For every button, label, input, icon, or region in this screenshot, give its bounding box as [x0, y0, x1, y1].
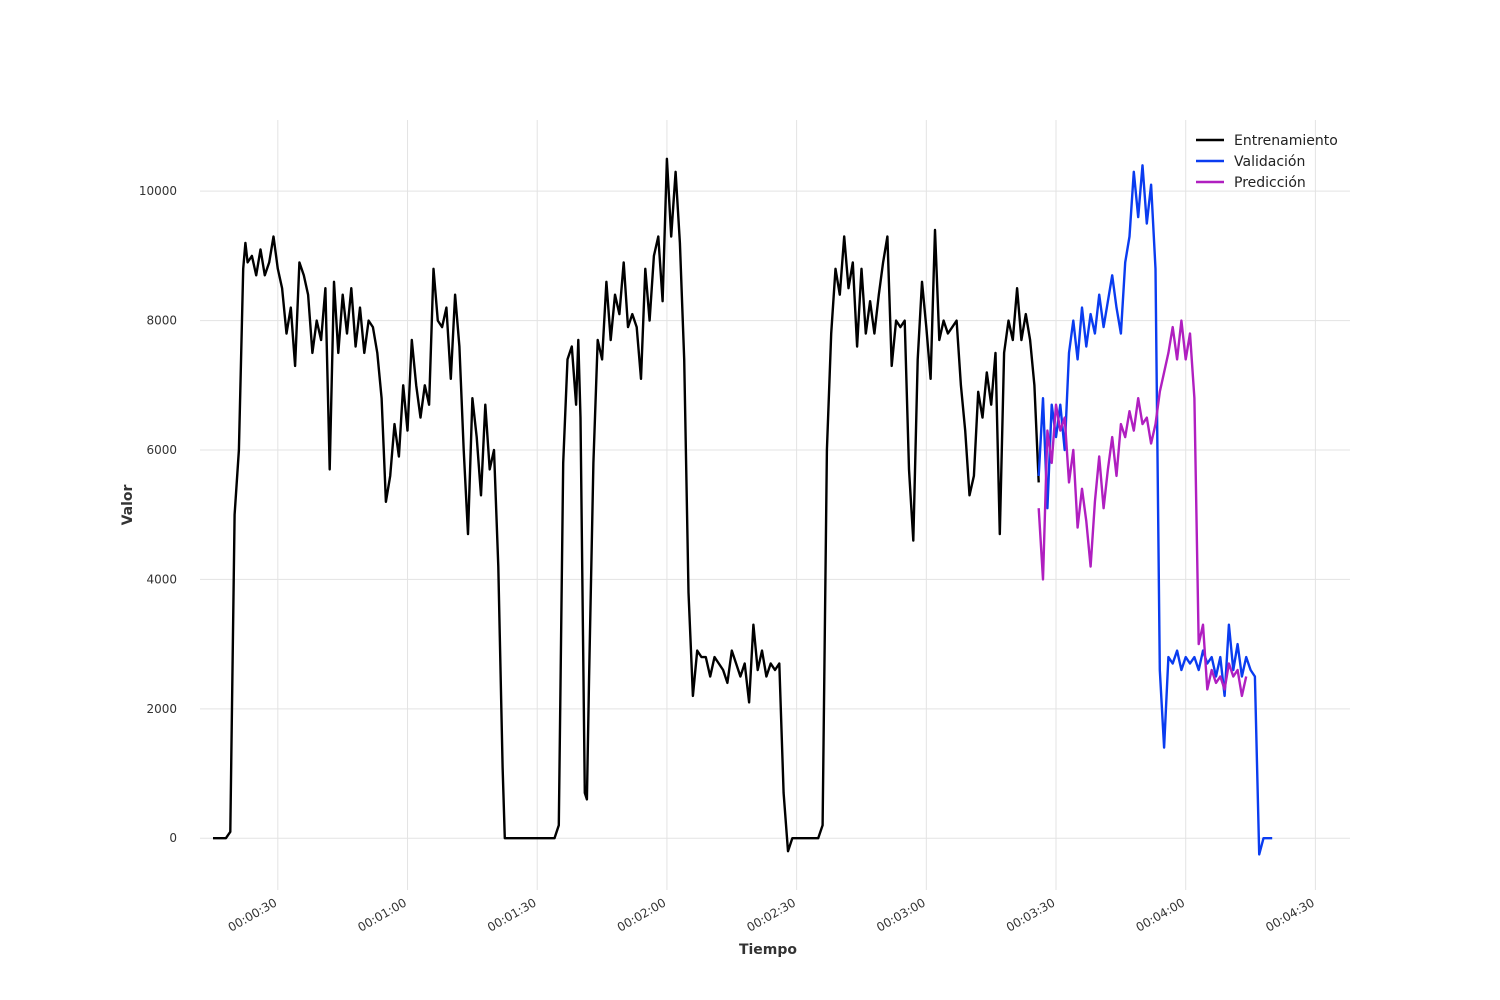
- y-tick-label: 2000: [146, 702, 177, 716]
- x-tick-label: 00:03:00: [874, 895, 928, 934]
- x-tick-label: 00:02:30: [744, 895, 798, 934]
- x-tick-label: 00:02:00: [615, 895, 669, 934]
- x-tick-label: 00:01:00: [355, 895, 409, 934]
- x-tick-label: 00:01:30: [485, 895, 539, 934]
- grid-lines: [200, 120, 1350, 890]
- y-tick-label: 0: [169, 831, 177, 845]
- legend-entry: Entrenamiento: [1234, 133, 1338, 149]
- series-lines: [213, 157, 1273, 856]
- x-tick-label: 00:00:30: [226, 895, 280, 934]
- series-line-entrenamiento: [213, 157, 1040, 853]
- x-tick-label: 00:04:00: [1134, 895, 1188, 934]
- legend-entry: Predicción: [1234, 175, 1306, 191]
- y-tick-label: 8000: [146, 314, 177, 328]
- y-tick-label: 4000: [146, 572, 177, 586]
- x-tick-label: 00:03:30: [1004, 895, 1058, 934]
- legend-entry: Validación: [1234, 154, 1305, 170]
- x-tick-label: 00:04:30: [1263, 895, 1317, 934]
- y-tick-label: 10000: [139, 184, 177, 198]
- x-axis-label: Tiempo: [739, 942, 797, 958]
- y-tick-label: 6000: [146, 443, 177, 457]
- y-axis-label: Valor: [120, 484, 136, 525]
- series-line-predicción: [1037, 319, 1248, 698]
- x-axis-ticks: 00:00:30 00:01:00 00:01:30 00:02:00 00:02:30…: [226, 895, 1317, 934]
- legend: Entrenamiento Validación Predicción: [1196, 133, 1338, 191]
- y-axis-ticks: 0 2000 4000 6000 8000 10000: [139, 184, 177, 845]
- series-line-validación: [1037, 164, 1273, 856]
